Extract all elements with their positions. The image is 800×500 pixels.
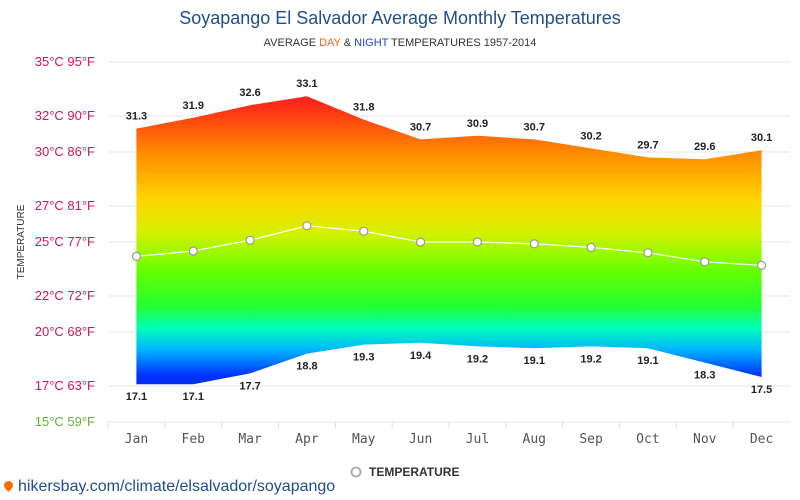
x-tick-label: Oct	[636, 432, 659, 447]
y-tick-label: 32°C 90°F	[35, 108, 95, 123]
x-tick-label: Jan	[125, 432, 148, 447]
legend-marker-icon	[350, 466, 362, 478]
x-tick-label: May	[352, 432, 376, 447]
x-tick-label: Aug	[523, 432, 546, 447]
x-tick-label: Dec	[750, 432, 773, 447]
average-point	[700, 257, 710, 267]
average-temperature-line	[136, 225, 762, 266]
day-value-label: 30.7	[410, 121, 431, 133]
night-value-label: 17.7	[239, 380, 260, 392]
day-night-range-area	[136, 96, 762, 385]
average-point	[529, 239, 539, 249]
x-tick-label: Sep	[579, 432, 603, 447]
day-value-label: 30.2	[580, 130, 601, 142]
average-point	[586, 242, 596, 252]
average-point	[245, 235, 255, 245]
x-tick-label: Jun	[409, 432, 432, 447]
x-tick-label: Jul	[466, 432, 489, 447]
night-value-label: 17.1	[183, 391, 204, 403]
data-labels: 31.3 31.9 32.6 33.1 31.8 30.7 30.9 30.7 30.2 29.7…	[126, 78, 773, 403]
night-value-label: 18.8	[296, 361, 317, 373]
y-tick-label: 25°C 77°F	[35, 234, 95, 249]
day-value-label: 33.1	[296, 78, 317, 90]
x-tick-label: Mar	[238, 432, 262, 447]
y-tick-label: 15°C 59°F	[35, 414, 95, 429]
night-value-label: 19.1	[637, 355, 658, 367]
day-value-label: 30.1	[751, 132, 772, 144]
source-url: hikersbay.com/climate/elsalvador/soyapan…	[18, 478, 336, 495]
x-tick-label: Nov	[693, 432, 717, 447]
y-tick-label: 20°C 68°F	[35, 324, 95, 339]
day-value-label: 32.6	[239, 87, 260, 99]
y-tick-label: 17°C 63°F	[35, 378, 95, 393]
day-value-label: 31.8	[353, 102, 374, 114]
night-value-label: 17.5	[751, 384, 772, 396]
night-value-label: 19.1	[524, 355, 545, 367]
chart-subtitle: AVERAGE DAY & NIGHT TEMPERATURES 1957-20…	[264, 37, 537, 49]
x-axis-ticks: Jan Feb Mar Apr May Jun Jul Aug Sep Oct Nov Dec	[107, 422, 773, 447]
average-point	[643, 248, 653, 258]
average-point	[756, 260, 767, 270]
average-point	[131, 251, 142, 261]
average-temperature-points	[131, 221, 767, 270]
y-axis-title: TEMPERATURE	[16, 204, 27, 279]
night-value-label: 17.1	[126, 391, 147, 403]
legend-label: TEMPERATURE	[369, 465, 459, 479]
day-value-label: 31.9	[183, 100, 204, 112]
legend[interactable]: TEMPERATURE	[350, 465, 460, 479]
night-value-label: 19.4	[410, 350, 432, 362]
average-point	[359, 226, 369, 236]
night-value-label: 19.2	[467, 353, 488, 365]
y-tick-label: 30°C 86°F	[35, 144, 95, 159]
average-point	[302, 221, 312, 231]
source-link[interactable]: hikersbay.com/climate/elsalvador/soyapan…	[2, 478, 336, 496]
x-tick-label: Apr	[295, 432, 319, 447]
subtitle-day: DAY	[319, 37, 341, 49]
subtitle-prefix: AVERAGE	[264, 37, 319, 49]
subtitle-suffix: TEMPERATURES 1957-2014	[388, 37, 536, 49]
day-value-label: 29.7	[637, 139, 658, 151]
average-point	[415, 237, 426, 247]
y-axis-ticks: 15°C 59°F 17°C 63°F 20°C 68°F 22°C 72°F 25°C…	[35, 54, 95, 429]
day-value-label: 30.9	[467, 118, 488, 130]
y-tick-label: 22°C 72°F	[35, 288, 95, 303]
night-value-label: 18.3	[694, 370, 715, 382]
location-pin-icon	[2, 479, 15, 492]
chart-title: Soyapango El Salvador Average Monthly Te…	[179, 8, 621, 28]
y-tick-label: 27°C 81°F	[35, 198, 95, 213]
night-value-label: 19.3	[353, 352, 374, 364]
x-tick-label: Feb	[182, 432, 206, 447]
subtitle-night: NIGHT	[354, 37, 389, 49]
y-tick-label: 35°C 95°F	[35, 54, 95, 69]
subtitle-amp: &	[341, 37, 354, 49]
average-point	[472, 237, 483, 247]
day-value-label: 30.7	[524, 121, 545, 133]
night-value-label: 19.2	[580, 353, 601, 365]
average-point	[188, 246, 198, 256]
day-value-label: 31.3	[126, 111, 147, 123]
day-value-label: 29.6	[694, 141, 715, 153]
